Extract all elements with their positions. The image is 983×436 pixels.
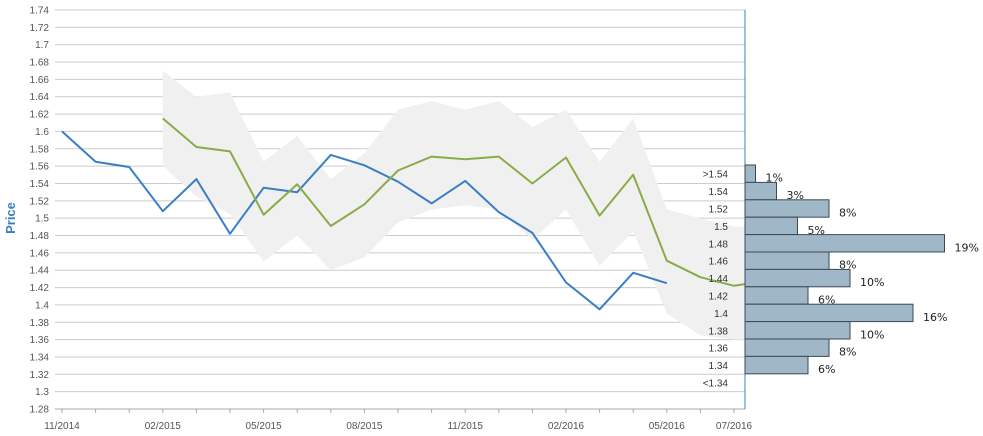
histogram-bin-label: 1.42	[709, 292, 729, 303]
y-tick-label: 1.54	[30, 179, 50, 190]
y-tick-label: 1.44	[30, 266, 50, 277]
histogram-bin-label: 1.52	[709, 205, 729, 216]
series-lines	[61, 117, 768, 311]
histogram-bar	[744, 164, 756, 183]
axes: 1.28 1.3 1.32 1.34 1.36 1.38 1.4 1.42 1.44 1.46 1.…	[30, 6, 753, 433]
histogram-bar	[744, 268, 851, 288]
histogram-pct-label: 1%	[766, 172, 783, 185]
y-tick-label: 1.32	[30, 370, 50, 381]
y-tick-label: 1.7	[35, 40, 49, 51]
histogram-pct-label: 3%	[787, 189, 804, 202]
y-tick-label: 1.48	[30, 231, 50, 242]
histogram-bar	[744, 286, 809, 305]
histogram-bin-label: 1.46	[709, 257, 729, 268]
histogram-pct-label: 8%	[839, 259, 856, 272]
histogram-pct-label: 10%	[860, 276, 884, 289]
distribution-histogram: >1.54 1% 1.54 3% 1.52 8% 1.5 5% 1.48 19% 1.46 8% 1.4…	[703, 164, 979, 390]
histogram-bar	[744, 321, 851, 340]
histogram-bar	[744, 251, 830, 270]
x-tick-label: 11/2015	[447, 421, 483, 432]
histogram-bin-label: 1.48	[709, 239, 729, 250]
histogram-pct-label: 6%	[818, 363, 835, 376]
y-tick-label: 1.36	[30, 335, 50, 346]
histogram-pct-label: 8%	[839, 346, 856, 359]
y-tick-label: 1.4	[35, 300, 49, 311]
y-tick-label: 1.52	[30, 196, 50, 207]
histogram-bin-label: 1.5	[714, 222, 728, 233]
histogram-bin-label: 1.36	[709, 344, 729, 355]
y-tick-label: 1.28	[30, 405, 50, 416]
histogram-bin-label: 1.38	[709, 326, 729, 337]
histogram-bin-label: 1.34	[709, 361, 729, 372]
histogram-bin-label: 1.44	[709, 274, 729, 285]
y-tick-label: 1.58	[30, 144, 50, 155]
y-tick-label: 1.5	[35, 214, 49, 225]
histogram-bar	[744, 355, 809, 375]
x-tick-label: 02/2016	[548, 421, 585, 432]
y-tick-label: 1.72	[30, 23, 50, 34]
y-tick-label: 1.3	[35, 387, 49, 398]
x-tick-label: 02/2015	[145, 421, 182, 432]
histogram-pct-label: 19%	[955, 241, 979, 254]
y-axis-title: Price	[3, 202, 18, 234]
histogram-bar	[744, 303, 914, 323]
histogram-pct-label: 10%	[860, 328, 884, 341]
y-tick-label: 1.6	[35, 127, 49, 138]
histogram-bar	[744, 216, 798, 236]
histogram-pct-label: 6%	[818, 294, 835, 307]
histogram-bin-label: <1.34	[703, 379, 729, 390]
histogram-pct-label: 16%	[923, 311, 947, 324]
histogram-bin-label: >1.54	[703, 170, 729, 181]
y-tick-label: 1.34	[30, 352, 50, 363]
y-tick-label: 1.46	[30, 248, 50, 259]
histogram-pct-label: 8%	[839, 207, 856, 220]
x-tick-label: 05/2015	[246, 421, 283, 432]
histogram-bar	[744, 199, 830, 218]
y-tick-label: 1.56	[30, 162, 50, 173]
y-tick-label: 1.64	[30, 92, 50, 103]
y-tick-label: 1.38	[30, 318, 50, 329]
histogram-bin-label: 1.4	[714, 309, 728, 320]
x-tick-label: 07/2016	[716, 421, 753, 432]
y-tick-label: 1.68	[30, 58, 50, 69]
histogram-pct-label: 5%	[808, 224, 825, 237]
histogram-bin-label: 1.54	[709, 187, 729, 198]
x-tick-label: 11/2014	[44, 421, 80, 432]
histogram-bar	[744, 181, 777, 201]
x-tick-label: 05/2016	[649, 421, 686, 432]
x-tick-label: 08/2015	[346, 421, 383, 432]
histogram-bar	[744, 338, 830, 357]
forecast-confidence-band	[162, 70, 768, 340]
actual-price-line	[61, 130, 668, 311]
y-tick-label: 1.62	[30, 110, 50, 121]
y-tick-label: 1.74	[30, 6, 50, 17]
histogram-bar	[744, 234, 945, 253]
y-tick-label: 1.66	[30, 75, 50, 86]
forecast-band	[162, 70, 768, 340]
y-tick-label: 1.42	[30, 283, 50, 294]
forecast-price-line	[162, 117, 768, 287]
